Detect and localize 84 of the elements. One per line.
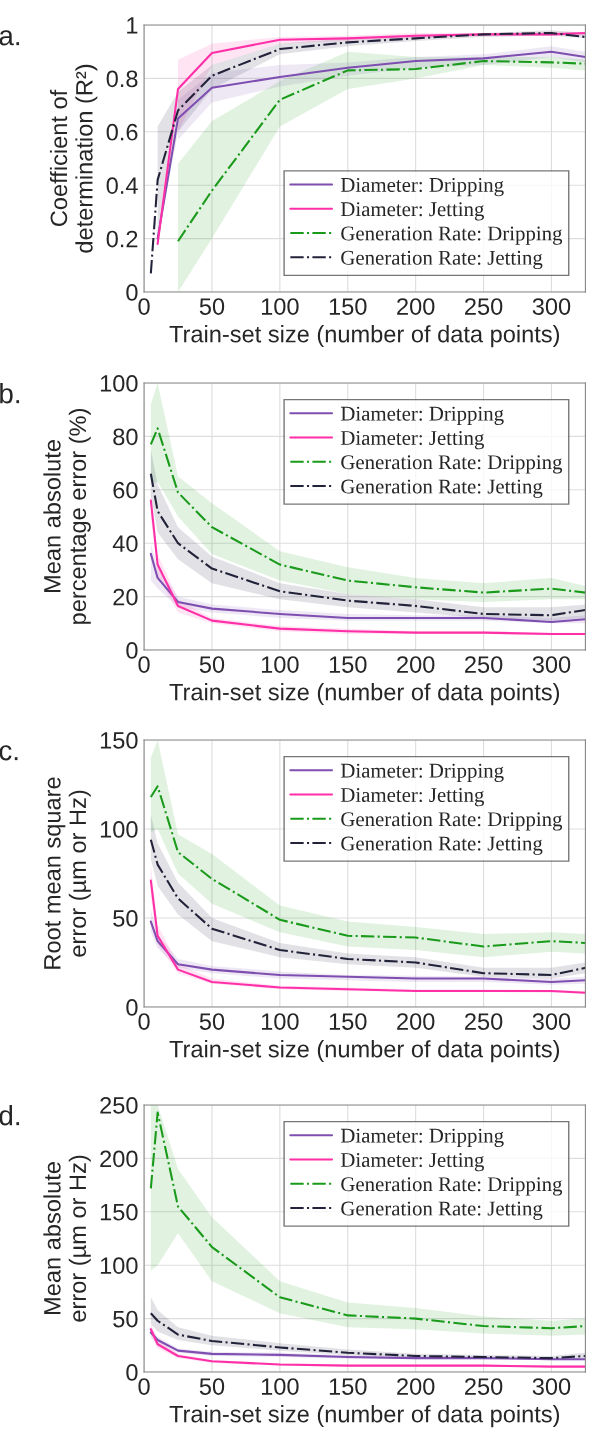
- y-axis-title: Root mean square error (µm or Hz): [44, 777, 91, 969]
- y-tick-label: 60: [113, 481, 138, 499]
- x-tick-label: 100: [261, 298, 299, 315]
- y-axis-title: Coefficient of determination (R²): [49, 64, 98, 253]
- legend-label: Generation Rate: Jetting: [341, 250, 543, 270]
- y-tick-label: 0.4: [106, 177, 138, 194]
- line-series: [149, 472, 586, 617]
- legend-label: Generation Rate: Dripping: [341, 812, 563, 831]
- y-tick-label: 0.2: [106, 230, 138, 248]
- x-tick-label: 200: [397, 1378, 435, 1395]
- x-tick-label: 150: [329, 656, 367, 673]
- legend-label: Diameter: Jetting: [340, 202, 484, 221]
- y-tick-label: 1: [127, 17, 138, 34]
- y-tick-label: 0: [126, 284, 138, 301]
- x-axis-title: Train-set size (number of data points): [169, 1040, 560, 1063]
- x-axis-title: Train-set size (number of data points): [169, 1405, 560, 1428]
- y-tick-label: 0.8: [106, 70, 138, 88]
- legend-label: Generation Rate: Dripping: [341, 226, 563, 245]
- x-tick-label: 50: [199, 1013, 225, 1030]
- x-tick-label: 50: [199, 1378, 225, 1395]
- y-tick-label: 100: [100, 1257, 138, 1274]
- y-tick-label: 80: [113, 428, 138, 446]
- x-axis-title: Train-set size (number of data points): [169, 325, 560, 348]
- line-series: [149, 1312, 586, 1360]
- x-tick-label: 0: [138, 1013, 150, 1030]
- legend-label: Generation Rate: Jetting: [341, 479, 543, 498]
- x-tick-label: 0: [138, 656, 150, 673]
- x-tick-label: 250: [465, 1013, 503, 1030]
- y-tick-label: 200: [100, 1150, 138, 1168]
- x-tick-label: 150: [329, 298, 367, 315]
- x-tick-label: 300: [532, 656, 571, 673]
- legend-label: Diameter: Dripping: [340, 406, 504, 425]
- chart-title: d.: [0, 1105, 20, 1126]
- y-tick-label: 150: [100, 732, 138, 749]
- x-tick-label: 250: [465, 298, 503, 315]
- x-tick-label: 150: [329, 1378, 367, 1395]
- x-tick-label: 300: [532, 1378, 571, 1395]
- x-tick-label: 200: [397, 1013, 435, 1030]
- legend-label: Generation Rate: Dripping: [341, 455, 563, 474]
- x-tick-label: 0: [138, 298, 150, 315]
- x-tick-label: 200: [397, 656, 435, 673]
- legend-label: Diameter: Jetting: [340, 430, 484, 450]
- legend-label: Diameter: Dripping: [340, 763, 504, 782]
- x-tick-label: 100: [261, 1378, 299, 1395]
- x-tick-label: 100: [261, 1013, 299, 1030]
- line-series: [149, 785, 586, 948]
- chart-title: b.: [0, 383, 20, 404]
- y-tick-label: 250: [100, 1097, 138, 1114]
- y-tick-label: 0.6: [106, 123, 138, 141]
- x-tick-label: 100: [261, 656, 299, 673]
- x-tick-label: 300: [532, 298, 571, 315]
- x-tick-label: 50: [199, 298, 225, 315]
- x-tick-label: 50: [199, 656, 225, 673]
- y-tick-label: 0: [126, 1364, 138, 1381]
- y-tick-label: 40: [112, 535, 138, 552]
- x-tick-label: 250: [465, 656, 503, 673]
- legend-label: Generation Rate: Jetting: [341, 836, 543, 855]
- legend-label: Diameter: Jetting: [340, 1152, 484, 1172]
- y-tick-label: 50: [113, 910, 138, 927]
- line-series: [149, 838, 586, 976]
- y-axis-title: Mean absolute percentage error (%): [43, 409, 91, 624]
- chart-title: c.: [0, 745, 18, 761]
- y-tick-label: 0: [126, 999, 138, 1016]
- x-axis-title: Train-set size (number of data points): [169, 683, 560, 706]
- legend-label: Generation Rate: Jetting: [341, 1201, 543, 1220]
- y-axis-title: Mean absolute error (µm or Hz): [43, 1155, 91, 1322]
- y-tick-label: 0: [126, 642, 138, 659]
- chart-title: a.: [0, 30, 20, 46]
- legend-label: Diameter: Dripping: [340, 177, 504, 197]
- y-tick-label: 100: [100, 821, 138, 838]
- legend-label: Generation Rate: Dripping: [341, 1177, 563, 1196]
- x-tick-label: 200: [397, 298, 435, 315]
- y-tick-label: 20: [113, 588, 138, 606]
- line-series: [149, 920, 586, 984]
- legend-label: Diameter: Jetting: [340, 787, 484, 807]
- legend-label: Diameter: Dripping: [340, 1128, 504, 1147]
- y-tick-label: 150: [100, 1203, 138, 1221]
- x-tick-label: 250: [465, 1378, 503, 1395]
- x-tick-label: 0: [138, 1378, 150, 1395]
- x-tick-label: 300: [532, 1013, 571, 1030]
- y-tick-label: 100: [100, 375, 138, 392]
- line-series: [149, 427, 586, 594]
- y-tick-label: 50: [113, 1310, 138, 1328]
- x-tick-label: 150: [329, 1013, 367, 1030]
